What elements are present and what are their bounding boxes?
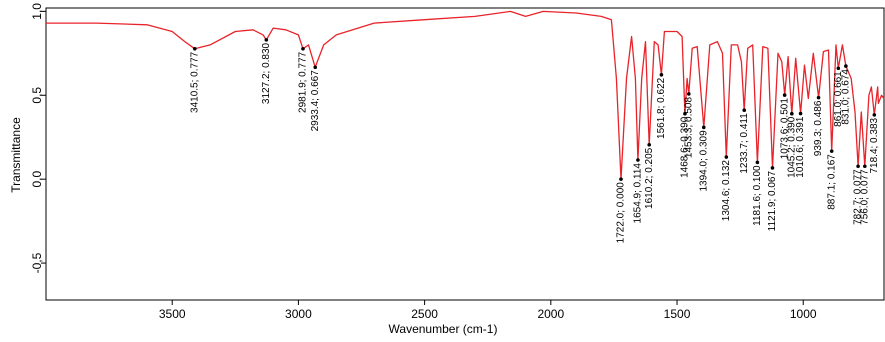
x-tick-label: 2500	[411, 307, 438, 321]
peak-label: 1010.6; 0.391	[795, 116, 806, 178]
peak-label: 831.0; 0.674	[841, 69, 852, 125]
peak-marker	[687, 92, 691, 96]
peak-marker	[742, 108, 747, 112]
peak-label: 1394.0; 0.309	[698, 130, 709, 192]
peak-label: 1654.9; 0.114	[633, 163, 644, 224]
peak-marker	[264, 38, 269, 42]
peak-marker	[863, 164, 867, 169]
peak-label: 887.1; 0.167	[826, 154, 837, 210]
peak-label: 2933.4; 0.667	[310, 70, 321, 132]
peak-label: 1045.2; 0.390	[786, 116, 797, 178]
peak-label: 1073.6; 0.501	[779, 98, 790, 160]
peak-label: 1722.0; 0.000	[616, 182, 627, 244]
peak-label: 1304.6; 0.132	[721, 160, 732, 222]
peak-marker	[301, 46, 305, 51]
peak-marker	[816, 95, 821, 100]
peak-marker	[790, 111, 794, 116]
peak-label: 756.0; 0.077	[859, 169, 870, 225]
peak-marker	[770, 166, 775, 170]
peak-marker	[798, 111, 803, 116]
peak-label: 1561.8; 0.622	[656, 77, 667, 139]
peak-marker	[755, 160, 760, 165]
y-tick-label: 0,0	[30, 171, 44, 188]
peak-label: 2981.9; 0.777	[298, 51, 309, 113]
peak-marker	[724, 155, 729, 159]
peak-marker	[647, 142, 652, 147]
x-tick-label: 3500	[159, 307, 186, 321]
peak-marker	[636, 158, 640, 162]
peak-marker	[856, 164, 860, 169]
peak-marker	[836, 66, 841, 71]
spectrum-line	[46, 10, 885, 180]
peak-label: 1233.7; 0.411	[739, 113, 750, 174]
y-axis-label: Transmittance	[9, 117, 23, 193]
plot-frame	[45, 7, 885, 301]
peak-label: 939.3; 0.486	[813, 100, 824, 156]
y-tick-label: 0,5	[30, 87, 44, 104]
peak-label: 3127.2; 0.830	[261, 42, 272, 104]
y-tick-label: 1,0	[30, 3, 44, 20]
x-tick-label: 1000	[790, 307, 817, 321]
peak-marker	[872, 113, 877, 117]
peak-marker	[683, 111, 687, 116]
peak-label: 861.0; 0.661	[833, 71, 844, 127]
x-tick-label: 1500	[664, 307, 691, 321]
peak-marker	[313, 65, 318, 70]
peak-marker	[701, 125, 706, 130]
peak-marker	[659, 72, 664, 77]
peak-marker	[782, 93, 787, 97]
peak-label: 3410.5; 0.777	[189, 51, 200, 113]
peak-label: 1121.9; 0.067	[767, 171, 778, 232]
x-tick-label: 3000	[285, 307, 312, 321]
x-tick-label: 2000	[537, 307, 564, 321]
peak-label: 1610.2; 0.205	[644, 147, 655, 209]
peak-marker	[829, 149, 834, 153]
peak-label: 1453.3; 0.508	[683, 96, 694, 158]
peak-marker	[844, 64, 848, 68]
peak-marker	[619, 177, 623, 181]
y-tick-label: -0,5	[30, 252, 44, 273]
peak-label: 1181.6; 0.100	[752, 165, 763, 226]
peak-label: 718.4; 0.383	[869, 117, 880, 173]
peak-label: 1468.6; 0.390	[680, 116, 691, 178]
peak-label: 782.7; 0.077	[853, 169, 864, 225]
peak-marker	[192, 46, 197, 51]
x-axis-label: Wavenumber (cm-1)	[389, 322, 498, 336]
